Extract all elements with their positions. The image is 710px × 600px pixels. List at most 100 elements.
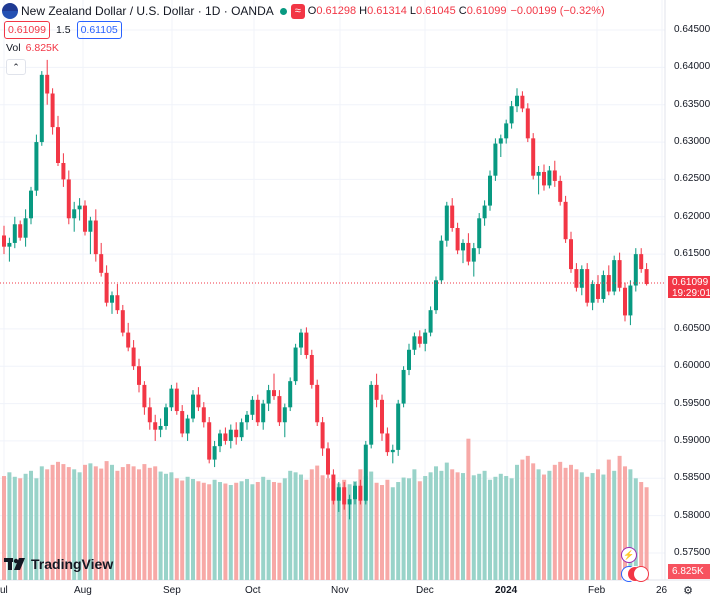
lightning-icon[interactable]: ⚡ (621, 547, 637, 563)
time-axis-label: 2024 (495, 585, 518, 596)
close-key: C (458, 5, 467, 17)
candle-body (212, 446, 217, 460)
candle-body (558, 180, 563, 202)
candle-body (606, 275, 611, 292)
volume-bar (331, 481, 336, 580)
volume-legend: Vol 6.825K (6, 41, 59, 55)
open-value: 0.61298 (316, 5, 357, 17)
price-axis-label: 0.60000 (674, 360, 710, 372)
candle-body (471, 248, 476, 262)
volume-bar (120, 467, 125, 580)
volume-bar (288, 470, 293, 580)
volume-bar (169, 472, 174, 580)
volume-bar (115, 470, 120, 580)
volume-bar (504, 476, 509, 580)
volume-bar (12, 476, 17, 580)
volume-tag: 6.825K (668, 564, 710, 579)
candle-body (250, 399, 255, 415)
symbol-title[interactable]: New Zealand Dollar / U.S. Dollar · 1D · … (21, 4, 274, 18)
candle-body (50, 93, 55, 128)
close-value: 0.61099 (466, 5, 507, 17)
tradingview-logo[interactable]: TradingView (4, 556, 113, 572)
candle-body (396, 403, 401, 450)
price-axis-label: 0.63000 (674, 136, 710, 148)
volume-value: 6.825K (25, 42, 59, 54)
volume-bar (515, 464, 519, 580)
price-axis-label: 0.57500 (674, 547, 710, 558)
alert-icon[interactable]: ≈ (290, 3, 305, 19)
candle-body (407, 349, 411, 370)
volume-bar (293, 472, 298, 580)
volume-bar (164, 473, 168, 580)
candle-body (385, 433, 390, 453)
settings-gear-icon[interactable]: ⚙ (683, 585, 693, 597)
volume-bar (633, 478, 638, 580)
volume-bar (104, 461, 109, 580)
candle-body (77, 205, 82, 210)
volume-bar (342, 479, 347, 580)
candle-body (633, 254, 638, 286)
candle-body (126, 332, 131, 348)
candle-body (261, 403, 266, 423)
buy-button[interactable]: 0.61105 (76, 21, 122, 39)
volume-bar (644, 487, 649, 580)
volume-bar (88, 463, 93, 580)
volume-bar (455, 472, 460, 580)
volume-bar (191, 479, 195, 580)
candle-body (434, 280, 438, 311)
collapse-legend-button[interactable]: ⌃ (6, 59, 26, 75)
low-value: 0.61045 (415, 5, 456, 17)
volume-bar (309, 469, 314, 580)
candle-body (142, 384, 147, 408)
price-axis-label: 0.58500 (674, 472, 710, 484)
candle-body (120, 310, 125, 333)
candle-body (639, 254, 644, 270)
change-value: −0.00199 (−0.32%) (510, 5, 605, 17)
candle-body (488, 175, 492, 206)
volume-bar (147, 467, 152, 580)
volume-bar (50, 464, 55, 580)
volume-bar (223, 483, 228, 580)
volume-bar (412, 469, 417, 580)
candle-body (207, 422, 212, 460)
candle-body (596, 284, 600, 299)
volume-bar (542, 474, 546, 580)
candle-body (266, 390, 271, 404)
volume-bar (7, 472, 12, 580)
candle-body (493, 143, 498, 176)
candle-body (234, 429, 239, 438)
volume-bar (2, 476, 6, 580)
volume-bar (39, 466, 44, 580)
candle-body (466, 242, 471, 262)
candle-body (358, 485, 363, 501)
candle-body (380, 399, 384, 434)
symbol-legend: New Zealand Dollar / U.S. Dollar · 1D · … (2, 2, 605, 20)
candle-body (218, 433, 222, 447)
time-axis-label: Dec (416, 585, 434, 596)
volume-bar (99, 468, 104, 580)
candle-body (61, 162, 66, 180)
flag-events-icon-3[interactable] (633, 566, 649, 582)
volume-bar (390, 487, 395, 580)
candle-body (309, 355, 314, 385)
candle-body (304, 332, 309, 356)
candle-body (169, 388, 174, 408)
candle-body (115, 295, 120, 311)
volume-label[interactable]: Vol (6, 42, 21, 54)
candle-body (363, 444, 368, 501)
volume-bar (250, 484, 255, 580)
volume-bar (137, 469, 141, 580)
volume-bar (336, 483, 341, 580)
candle-body (277, 396, 282, 423)
candle-body (131, 347, 136, 367)
spread-value: 1.5 (55, 24, 71, 36)
candle-body (315, 384, 320, 423)
current-price-tag: 0.61099 19:29:01 (668, 276, 710, 299)
candle-body (628, 285, 633, 316)
sell-button[interactable]: 0.61099 (4, 21, 50, 39)
price-axis-label: 0.63500 (674, 98, 710, 110)
candle-body (515, 95, 519, 107)
volume-bar (158, 471, 163, 580)
candle-body (563, 201, 568, 240)
